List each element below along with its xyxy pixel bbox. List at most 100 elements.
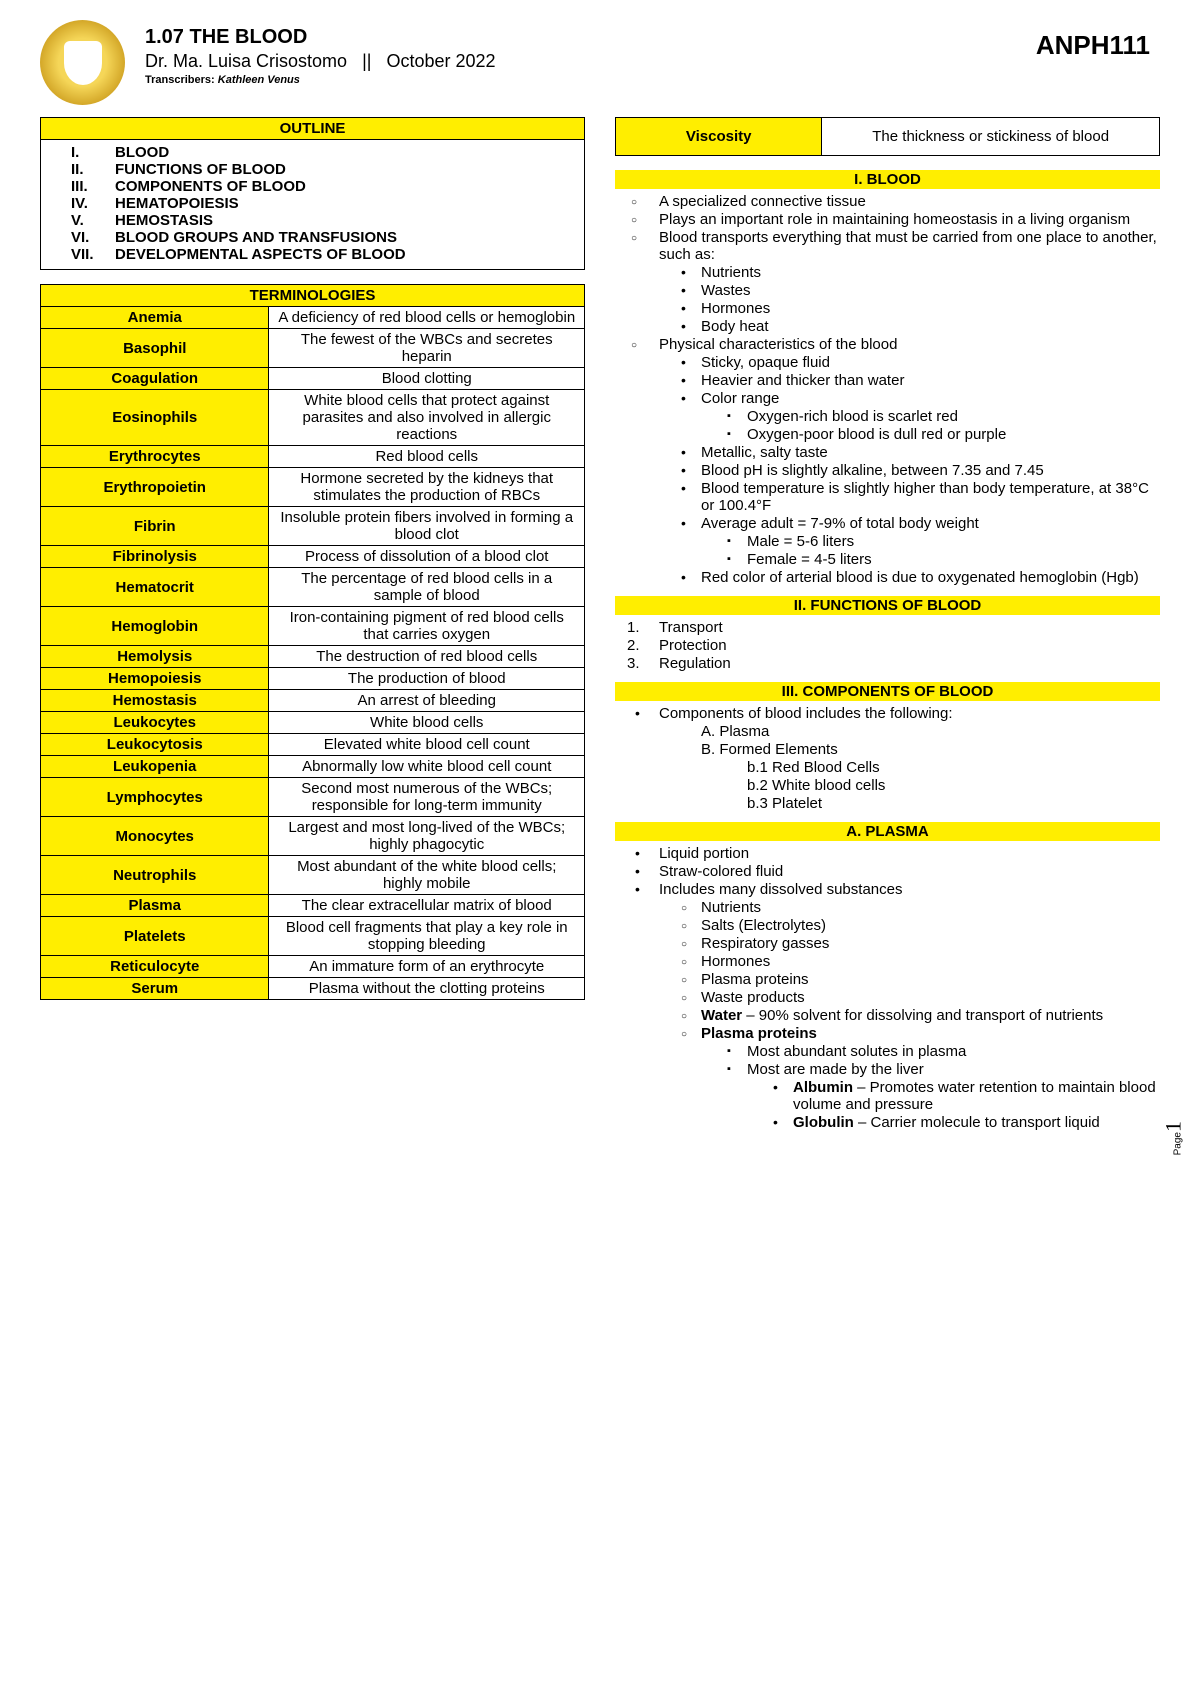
table-row: MonocytesLargest and most long-lived of … xyxy=(41,817,585,856)
terminologies-table: TERMINOLOGIES AnemiaA deficiency of red … xyxy=(40,284,585,1000)
section-blood-header: I. BLOOD xyxy=(615,170,1160,189)
table-row: FibrinolysisProcess of dissolution of a … xyxy=(41,546,585,568)
list-item: Blood pH is slightly alkaline, between 7… xyxy=(701,462,1160,479)
table-row: CoagulationBlood clotting xyxy=(41,368,585,390)
list-item: Hormones xyxy=(701,300,1160,317)
table-row: LeukocytesWhite blood cells xyxy=(41,712,585,734)
table-row: HemopoiesisThe production of blood xyxy=(41,668,585,690)
table-row: LeukocytosisElevated white blood cell co… xyxy=(41,734,585,756)
list-item: Blood transports everything that must be… xyxy=(659,229,1160,335)
lecturer: Dr. Ma. Luisa Crisostomo xyxy=(145,51,347,71)
outline-row: VI.BLOOD GROUPS AND TRANSFUSIONS xyxy=(71,229,574,246)
list-item: Oxygen-rich blood is scarlet red xyxy=(747,408,1160,425)
viscosity-box: Viscosity The thickness or stickiness of… xyxy=(615,117,1160,156)
list-item: Most are made by the liver Albumin – Pro… xyxy=(747,1061,1160,1131)
list-item: B. Formed Elements b.1 Red Blood Cells b… xyxy=(701,741,1160,812)
outline-header: OUTLINE xyxy=(41,118,584,140)
table-row: ErythrocytesRed blood cells xyxy=(41,446,585,468)
list-item: Salts (Electrolytes) xyxy=(701,917,1160,934)
list-item: Respiratory gasses xyxy=(701,935,1160,952)
list-item: Waste products xyxy=(701,989,1160,1006)
school-logo xyxy=(40,20,125,105)
outline-row: II.FUNCTIONS OF BLOOD xyxy=(71,161,574,178)
list-item: b.2 White blood cells xyxy=(747,777,1160,794)
doc-date: October 2022 xyxy=(386,51,495,71)
separator: || xyxy=(362,51,371,71)
list-item: Metallic, salty taste xyxy=(701,444,1160,461)
blood-list: A specialized connective tissue Plays an… xyxy=(615,193,1160,586)
list-item: Plasma proteins Most abundant solutes in… xyxy=(701,1025,1160,1131)
transcribers-name: Kathleen Venus xyxy=(218,74,300,86)
list-item: Protection xyxy=(659,637,1160,654)
table-row: HemoglobinIron-containing pigment of red… xyxy=(41,607,585,646)
list-item: Nutrients xyxy=(701,264,1160,281)
outline-row: IV.HEMATOPOIESIS xyxy=(71,195,574,212)
doc-subtitle: Dr. Ma. Luisa Crisostomo || October 2022 xyxy=(145,51,1036,72)
list-item: Liquid portion xyxy=(659,845,1160,862)
list-item: Heavier and thicker than water xyxy=(701,372,1160,389)
list-item: Regulation xyxy=(659,655,1160,672)
list-item: Includes many dissolved substances Nutri… xyxy=(659,881,1160,1131)
table-row: HemostasisAn arrest of bleeding xyxy=(41,690,585,712)
list-item: Wastes xyxy=(701,282,1160,299)
list-item: Hormones xyxy=(701,953,1160,970)
list-item: Globulin – Carrier molecule to transport… xyxy=(793,1114,1160,1131)
list-item: Sticky, opaque fluid xyxy=(701,354,1160,371)
right-column: Viscosity The thickness or stickiness of… xyxy=(615,117,1160,1141)
section-functions-header: II. FUNCTIONS OF BLOOD xyxy=(615,596,1160,615)
transcribers-label: Transcribers: xyxy=(145,74,215,86)
section-plasma-header: A. PLASMA xyxy=(615,822,1160,841)
table-row: PlateletsBlood cell fragments that play … xyxy=(41,917,585,956)
viscosity-term: Viscosity xyxy=(616,118,822,155)
outline-body: I.BLOOD II.FUNCTIONS OF BLOOD III.COMPON… xyxy=(41,140,584,269)
left-column: OUTLINE I.BLOOD II.FUNCTIONS OF BLOOD II… xyxy=(40,117,585,1141)
list-item: Oxygen-poor blood is dull red or purple xyxy=(747,426,1160,443)
list-item: Plasma proteins xyxy=(701,971,1160,988)
list-item: Most abundant solutes in plasma xyxy=(747,1043,1160,1060)
list-item: b.1 Red Blood Cells xyxy=(747,759,1160,776)
list-item: Nutrients xyxy=(701,899,1160,916)
table-row: LeukopeniaAbnormally low white blood cel… xyxy=(41,756,585,778)
list-item: Water – 90% solvent for dissolving and t… xyxy=(701,1007,1160,1024)
table-row: BasophilThe fewest of the WBCs and secre… xyxy=(41,329,585,368)
list-item: Average adult = 7-9% of total body weigh… xyxy=(701,515,1160,568)
table-row: SerumPlasma without the clotting protein… xyxy=(41,978,585,1000)
table-row: LymphocytesSecond most numerous of the W… xyxy=(41,778,585,817)
outline-row: VII.DEVELOPMENTAL ASPECTS OF BLOOD xyxy=(71,246,574,263)
outline-box: OUTLINE I.BLOOD II.FUNCTIONS OF BLOOD II… xyxy=(40,117,585,270)
terminologies-header: TERMINOLOGIES xyxy=(41,285,585,307)
components-list: Components of blood includes the followi… xyxy=(615,705,1160,812)
table-row: ErythropoietinHormone secreted by the ki… xyxy=(41,468,585,507)
list-item: A specialized connective tissue xyxy=(659,193,1160,210)
doc-title: 1.07 THE BLOOD xyxy=(145,26,1036,49)
list-item: Transport xyxy=(659,619,1160,636)
header-text: 1.07 THE BLOOD Dr. Ma. Luisa Crisostomo … xyxy=(145,20,1036,86)
list-item: Body heat xyxy=(701,318,1160,335)
page-number: Page1 xyxy=(1160,1121,1186,1155)
table-row: ReticulocyteAn immature form of an eryth… xyxy=(41,956,585,978)
table-row: NeutrophilsMost abundant of the white bl… xyxy=(41,856,585,895)
functions-list: Transport Protection Regulation xyxy=(615,619,1160,672)
list-item: Straw-colored fluid xyxy=(659,863,1160,880)
list-item: Albumin – Promotes water retention to ma… xyxy=(793,1079,1160,1113)
list-item: Male = 5-6 liters xyxy=(747,533,1160,550)
outline-row: V.HEMOSTASIS xyxy=(71,212,574,229)
list-item: Physical characteristics of the blood St… xyxy=(659,336,1160,586)
table-row: PlasmaThe clear extracellular matrix of … xyxy=(41,895,585,917)
course-code: ANPH111 xyxy=(1036,30,1150,61)
transcribers-line: Transcribers: Kathleen Venus xyxy=(145,74,1036,86)
outline-row: III.COMPONENTS OF BLOOD xyxy=(71,178,574,195)
content-columns: OUTLINE I.BLOOD II.FUNCTIONS OF BLOOD II… xyxy=(40,117,1160,1141)
table-row: AnemiaA deficiency of red blood cells or… xyxy=(41,307,585,329)
plasma-list: Liquid portion Straw-colored fluid Inclu… xyxy=(615,845,1160,1131)
table-row: EosinophilsWhite blood cells that protec… xyxy=(41,390,585,446)
outline-row: I.BLOOD xyxy=(71,144,574,161)
table-row: FibrinInsoluble protein fibers involved … xyxy=(41,507,585,546)
list-item: Color range Oxygen-rich blood is scarlet… xyxy=(701,390,1160,443)
list-item: Red color of arterial blood is due to ox… xyxy=(701,569,1160,586)
list-item: b.3 Platelet xyxy=(747,795,1160,812)
list-item: Blood temperature is slightly higher tha… xyxy=(701,480,1160,514)
section-components-header: III. COMPONENTS OF BLOOD xyxy=(615,682,1160,701)
viscosity-def: The thickness or stickiness of blood xyxy=(822,118,1159,155)
list-item: Plays an important role in maintaining h… xyxy=(659,211,1160,228)
